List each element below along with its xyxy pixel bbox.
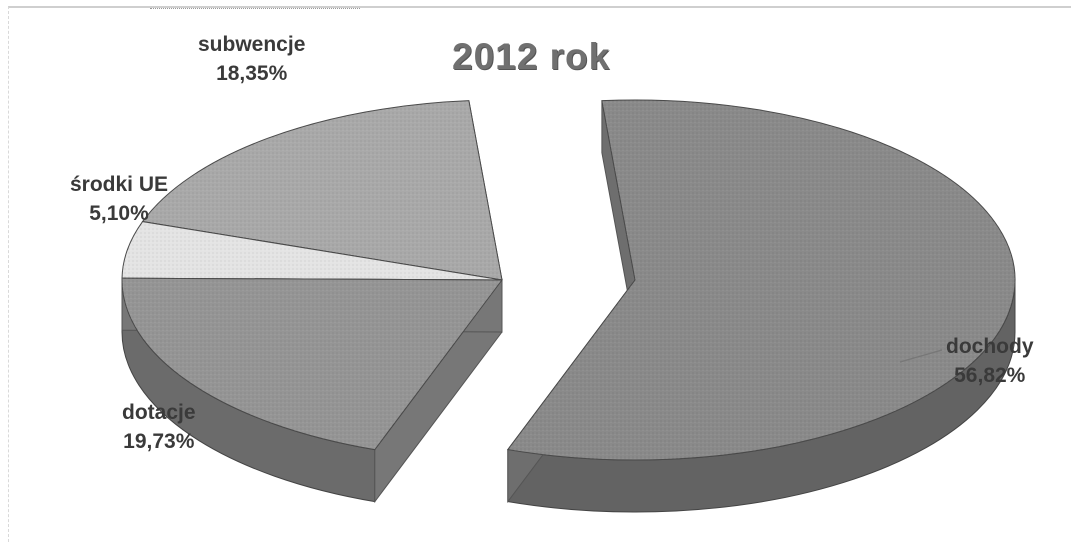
scan-artifact-line [150, 8, 360, 15]
slice-dotacje [121, 277, 503, 504]
label-dochody: dochody 56,82% [946, 332, 1034, 390]
slice-texture-subwencje [142, 100, 502, 280]
label-dotacje-value: 19,73% [123, 430, 195, 453]
slice-texture-dochody [507, 100, 1015, 460]
leader-dochody [899, 349, 943, 363]
label-subwencje: subwencje 18,35% [198, 30, 305, 88]
label-dotacje: dotacje 19,73% [122, 398, 196, 456]
label-subwencje-value: 18,35% [216, 62, 288, 85]
label-dotacje-name: dotacje [122, 401, 196, 424]
chart-frame [8, 6, 1071, 542]
label-dochody-name: dochody [946, 335, 1034, 358]
slice-dochody [506, 99, 1016, 513]
slice-texture-dotacje [121, 278, 502, 450]
label-srodki-ue: środki UE 5,10% [70, 170, 168, 228]
label-srodki-ue-name: środki UE [70, 173, 169, 196]
label-dochody-value: 56,82% [954, 364, 1026, 387]
label-subwencje-name: subwencje [198, 33, 306, 56]
chart-title: 2012 rok [452, 36, 611, 77]
slice-texture--rodki-ue [122, 221, 502, 280]
label-srodki-ue-value: 5,10% [89, 202, 149, 225]
